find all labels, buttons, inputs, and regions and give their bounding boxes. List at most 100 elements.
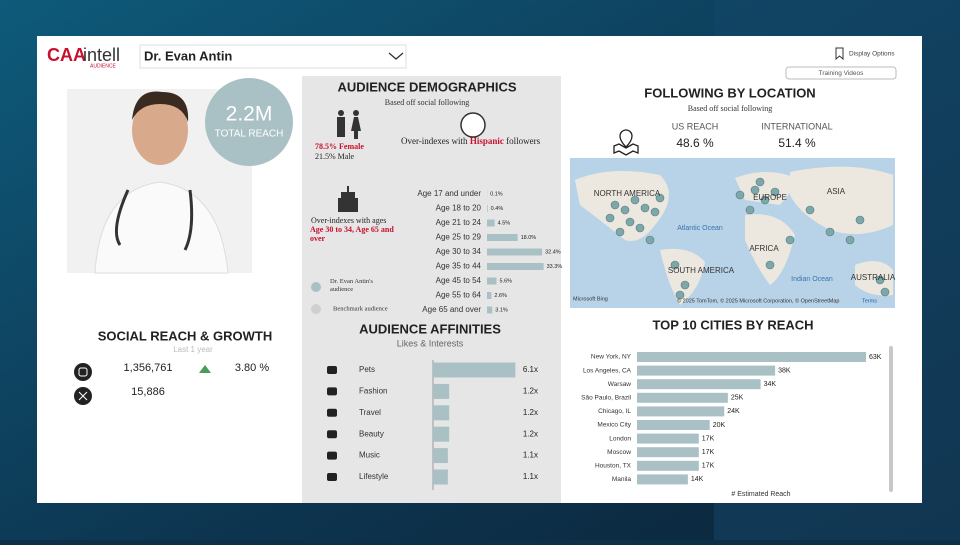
bar (487, 220, 495, 227)
value-label: 38K (778, 367, 791, 374)
bar (637, 393, 728, 403)
bar (433, 448, 448, 463)
affinities-title: AUDIENCE AFFINITIES (359, 321, 501, 336)
x-followers: 15,886 (131, 386, 165, 398)
ethnicity: Hispanic (470, 136, 504, 146)
instagram-growth: 3.80 % (235, 362, 269, 374)
bar (637, 434, 699, 444)
location-subtitle: Based off social following (688, 104, 773, 113)
value-label: 6.1x (523, 365, 538, 374)
category-label: Beauty (359, 429, 384, 438)
intl-label: INTERNATIONAL (761, 121, 832, 131)
category-label: Age 18 to 20 (436, 204, 482, 213)
value-label: 34K (764, 381, 777, 388)
ethnicity-prefix: Over-indexes with (401, 136, 470, 146)
category-label: Age 30 to 34 (436, 247, 482, 256)
ethnicity-note: Over-indexes with Hispanic followers (401, 136, 541, 146)
bar (487, 307, 492, 314)
bar (637, 406, 724, 416)
affinity-icon (327, 387, 337, 395)
value-label: 3.1% (495, 307, 508, 313)
category-label: Pets (359, 365, 375, 374)
affinity-icon (327, 430, 337, 438)
profile-select[interactable]: Dr. Evan Antin (144, 48, 232, 63)
bar (637, 352, 866, 362)
bar (487, 292, 491, 299)
intl-value: 51.4 % (778, 136, 816, 150)
category-label: Age 35 to 44 (436, 262, 482, 271)
value-label: 1.1x (523, 451, 538, 460)
bar (487, 249, 542, 256)
bar (637, 366, 775, 376)
ethnicity-suffix: followers (504, 136, 541, 146)
value-label: 63K (869, 354, 882, 361)
value-label: 5.6% (500, 278, 513, 284)
map-terms[interactable]: Terms (862, 298, 877, 304)
category-label: Warsaw (608, 381, 632, 388)
category-label: Age 17 and under (417, 189, 481, 198)
legend-label: Benchmark audience (333, 305, 388, 312)
demographics-subtitle: Based off social following (385, 98, 470, 107)
value-label: 20K (713, 422, 726, 429)
social-subtitle: Last 1 year (173, 345, 213, 354)
affinity-icon (327, 452, 337, 460)
logo-product: intell (83, 45, 120, 65)
value-label: 4.5% (498, 220, 511, 226)
age-note: Over-indexes with ages (311, 216, 386, 225)
category-label: Age 21 to 24 (436, 218, 482, 227)
age-highlight: Age 30 to 34, Age 65 and over (310, 225, 400, 243)
map-label: Indian Ocean (791, 276, 833, 283)
social-title: SOCIAL REACH & GROWTH (98, 328, 273, 343)
bar (433, 470, 448, 485)
legend-swatch (311, 304, 321, 314)
map-label: NORTH AMERICA (594, 189, 661, 198)
total-reach-label: TOTAL REACH (215, 129, 284, 140)
instagram-icon (74, 363, 92, 381)
category-label: Chicago, IL (598, 408, 631, 415)
category-label: Houston, TX (595, 463, 632, 470)
bar (637, 420, 710, 430)
category-label: Moscow (607, 449, 631, 456)
map-label: AUSTRALIA (851, 273, 896, 282)
location-title: FOLLOWING BY LOCATION (644, 85, 815, 100)
logo-brand: CAA (47, 45, 86, 65)
category-label: São Paulo, Brazil (581, 395, 631, 402)
category-label: Lifestyle (359, 472, 389, 481)
bar (433, 405, 449, 420)
cities-axis-label: # Estimated Reach (731, 491, 790, 498)
bar (433, 363, 515, 378)
value-label: 18.0% (521, 235, 537, 241)
category-label: Travel (359, 408, 381, 417)
map-label: EUROPE (753, 193, 787, 202)
category-label: Age 65 and over (422, 305, 481, 314)
legend-box: Dr. Evan Antin's audience (330, 278, 390, 298)
category-label: Age 25 to 29 (436, 233, 482, 242)
bar (433, 427, 449, 442)
bar (637, 474, 688, 484)
display-options[interactable]: Display Options (849, 51, 895, 58)
category-label: Los Angeles, CA (583, 367, 632, 374)
value-label: 17K (702, 463, 715, 470)
affinity-icon (327, 409, 337, 417)
bar (433, 384, 449, 399)
training-videos[interactable]: Training Videos (819, 70, 865, 77)
scrollbar[interactable] (889, 346, 893, 492)
us-label: US REACH (672, 121, 719, 131)
bar (487, 205, 488, 212)
map-label: AFRICA (749, 244, 779, 253)
category-label: Mexico City (597, 422, 631, 429)
category-label: London (609, 435, 631, 442)
value-label: 1.2x (523, 429, 538, 438)
map-credit: © 2025 TomTom, © 2025 Microsoft Corporat… (677, 297, 839, 304)
age-highlight-box: Age 30 to 34, Age 65 and over (310, 225, 400, 247)
value-label: 17K (702, 435, 715, 442)
globe-icon (461, 113, 485, 137)
legend-label: Dr. Evan Antin's audience (330, 278, 390, 294)
cities-title: TOP 10 CITIES BY REACH (652, 317, 813, 332)
map-label: SOUTH AMERICA (668, 266, 735, 275)
category-label: Age 45 to 54 (436, 276, 482, 285)
us-value: 48.6 % (676, 136, 714, 150)
value-label: 25K (731, 395, 744, 402)
demographics-title: AUDIENCE DEMOGRAPHICS (337, 79, 516, 94)
map-brand: Microsoft Bing (573, 296, 608, 302)
